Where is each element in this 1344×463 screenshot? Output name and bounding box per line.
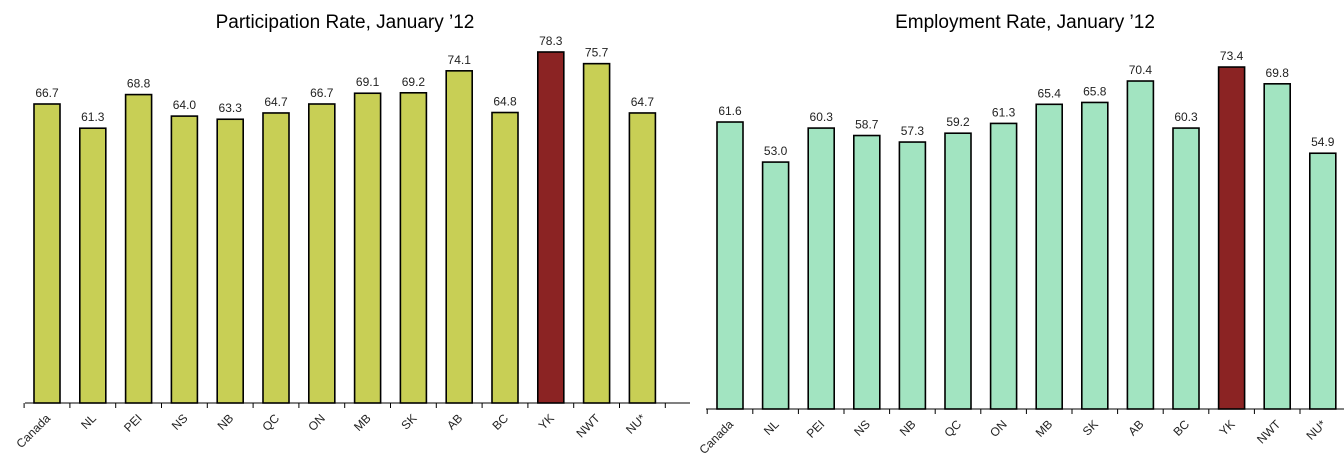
tick-label-canada: Canada xyxy=(696,417,736,457)
bar-qc xyxy=(262,112,290,404)
chart-title: Employment Rate, January ’12 xyxy=(895,12,1155,33)
bar-on xyxy=(989,122,1018,410)
tick-label-nl: NL xyxy=(78,411,99,432)
bar-bc xyxy=(491,111,519,404)
value-label-nl: 61.3 xyxy=(81,110,105,124)
bar-qc xyxy=(944,132,972,410)
value-label-yk: 78.3 xyxy=(539,34,563,48)
bar-nb xyxy=(898,141,927,410)
tick-label-on: ON xyxy=(305,411,328,434)
tick-label-nb: NB xyxy=(897,417,919,439)
value-label-canada: 66.7 xyxy=(35,86,59,100)
bar-canada xyxy=(716,121,744,410)
bar-ns xyxy=(170,115,199,404)
value-label-mb: 69.1 xyxy=(356,75,380,89)
value-label-nu: 54.9 xyxy=(1311,135,1335,149)
value-label-nl: 53.0 xyxy=(764,144,788,158)
value-label-canada: 61.6 xyxy=(718,104,742,118)
value-label-nb: 57.3 xyxy=(901,124,925,138)
value-label-qc: 59.2 xyxy=(946,115,970,129)
tick-label-yk: YK xyxy=(536,411,557,432)
tick-label-pei: PEI xyxy=(121,411,145,435)
bar-ab xyxy=(1126,80,1155,410)
chart-title: Participation Rate, January ’12 xyxy=(216,12,475,33)
value-label-on: 66.7 xyxy=(310,86,334,100)
tick-label-nb: NB xyxy=(215,411,237,433)
bar-ns xyxy=(853,134,881,410)
participation-rate-chart: Participation Rate, January ’12 66.7 Cana… xyxy=(13,12,690,451)
value-label-ns: 64.0 xyxy=(173,98,197,112)
tick-label-nwt: NWT xyxy=(1254,417,1284,447)
bar-nl xyxy=(761,161,790,410)
bar-canada xyxy=(33,103,61,404)
tick-label-sk: SK xyxy=(398,411,419,432)
bar-bc xyxy=(1172,127,1200,410)
tick-label-canada: Canada xyxy=(13,411,53,451)
value-label-sk: 65.8 xyxy=(1083,84,1107,98)
value-label-yk: 73.4 xyxy=(1220,49,1244,63)
tick-label-nwt: NWT xyxy=(573,411,603,441)
value-label-ns: 58.7 xyxy=(855,118,879,132)
tick-label-bc: BC xyxy=(1170,417,1192,439)
tick-label-on: ON xyxy=(987,417,1010,440)
tick-label-ab: AB xyxy=(444,411,465,432)
value-label-pei: 68.8 xyxy=(127,77,151,91)
value-label-nwt: 75.7 xyxy=(585,46,609,60)
bar-pei xyxy=(124,93,153,404)
tick-label-pei: PEI xyxy=(804,417,828,441)
employment-rate-chart: Employment Rate, January ’12 61.6 Canada 5… xyxy=(696,0,1344,463)
bar-yk xyxy=(1217,66,1246,410)
bar-pei xyxy=(807,127,835,410)
bar-nwt xyxy=(582,62,611,404)
value-label-ab: 70.4 xyxy=(1129,63,1153,77)
tick-label-nu: NU* xyxy=(623,411,649,437)
tick-label-bc: BC xyxy=(489,411,511,433)
bar-on xyxy=(307,103,336,404)
bar-mb xyxy=(1035,103,1064,410)
value-label-bc: 64.8 xyxy=(493,95,517,109)
bar-sk xyxy=(1080,101,1109,410)
tick-label-nu: NU* xyxy=(1303,417,1329,443)
tick-label-yk: YK xyxy=(1216,417,1237,438)
bar-yk xyxy=(536,51,565,404)
tick-label-nl: NL xyxy=(761,417,782,438)
tick-label-ab: AB xyxy=(1125,417,1146,438)
value-label-pei: 60.3 xyxy=(810,110,834,124)
bars-group: 61.6 Canada 53.0 NL 60.3 PEI 58.7 NS 57.3 NB 59.2 Q… xyxy=(696,49,1337,457)
bar-nu xyxy=(628,112,657,404)
value-label-ab: 74.1 xyxy=(448,53,472,67)
value-label-nu: 64.7 xyxy=(631,95,655,109)
value-label-on: 61.3 xyxy=(992,105,1016,119)
value-label-nb: 63.3 xyxy=(219,101,243,115)
tick-label-mb: MB xyxy=(351,411,374,434)
tick-label-mb: MB xyxy=(1033,417,1056,440)
tick-label-ns: NS xyxy=(169,411,191,433)
bars-group: 66.7 Canada 61.3 NL 68.8 PEI 64.0 NS 63.3 NB 64.7 Q… xyxy=(13,34,666,451)
value-label-nwt: 69.8 xyxy=(1266,66,1290,80)
tick-label-qc: QC xyxy=(941,417,964,440)
tick-label-qc: QC xyxy=(259,411,282,434)
employment-rate-chart-svg: Employment Rate, January ’12 61.6 Canada 5… xyxy=(696,12,1344,457)
bar-sk xyxy=(399,91,428,404)
value-label-bc: 60.3 xyxy=(1174,110,1198,124)
bar-nb xyxy=(216,118,244,404)
value-label-sk: 69.2 xyxy=(402,75,426,89)
value-label-qc: 64.7 xyxy=(264,95,288,109)
bar-nl xyxy=(79,127,107,404)
bar-mb xyxy=(353,92,382,404)
bar-nu xyxy=(1308,152,1337,410)
tick-label-ns: NS xyxy=(851,417,873,439)
tick-label-sk: SK xyxy=(1080,417,1101,438)
bar-ab xyxy=(445,70,474,404)
value-label-mb: 65.4 xyxy=(1038,86,1062,100)
participation-rate-chart-svg: Participation Rate, January ’12 66.7 Cana… xyxy=(13,12,690,451)
bar-nwt xyxy=(1263,83,1292,410)
